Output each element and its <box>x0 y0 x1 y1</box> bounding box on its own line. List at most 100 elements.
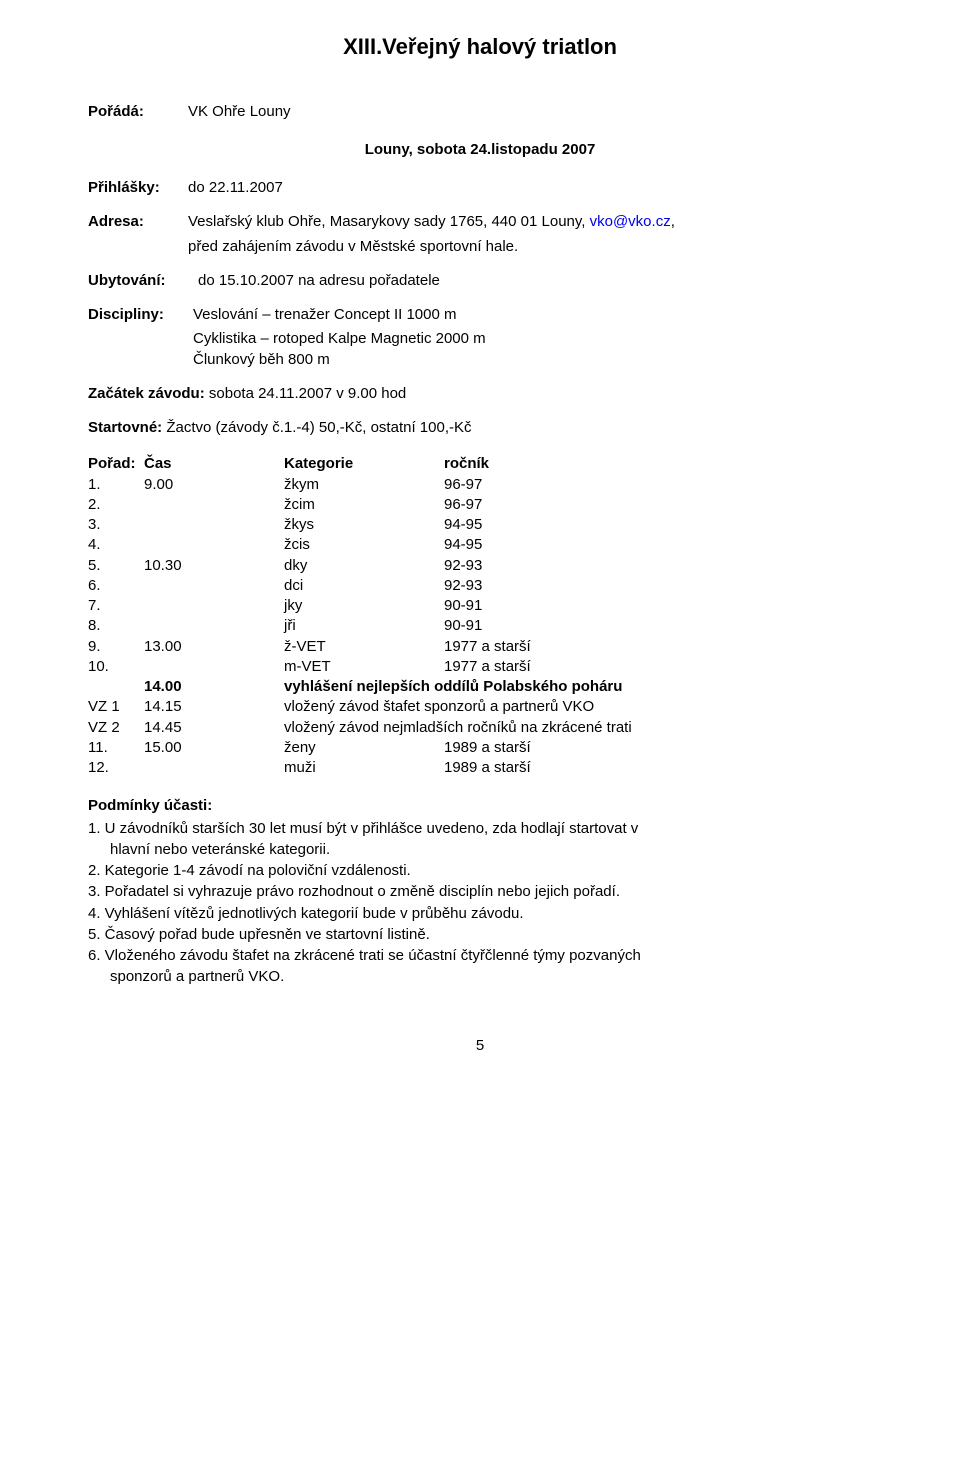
entries-value: do 22.11.2007 <box>188 178 872 198</box>
schedule-row: 1.9.00žkym96-97 <box>88 475 872 495</box>
sched-year: 92-93 <box>444 576 872 596</box>
sched-year: 96-97 <box>444 495 872 515</box>
sched-text: vložený závod nejmladších ročníků na zkr… <box>284 718 872 738</box>
sched-cat: žkys <box>284 515 444 535</box>
schedule-special-row: VZ 214.45vložený závod nejmladších roční… <box>88 718 872 738</box>
disciplines-line-0: Veslování – trenažer Concept II 1000 m <box>193 305 872 325</box>
sched-time: 13.00 <box>144 637 284 657</box>
sched-time <box>144 758 284 778</box>
sched-year: 94-95 <box>444 515 872 535</box>
address-block: Adresa: Veslařský klub Ohře, Masarykovy … <box>88 212 872 257</box>
schedule-row: 11.15.00ženy1989 a starší <box>88 738 872 758</box>
event-subtitle: Louny, sobota 24.listopadu 2007 <box>88 140 872 160</box>
fee-value: Žactvo (závody č.1.-4) 50,-Kč, ostatní 1… <box>162 419 471 436</box>
schedule-row: 2.žcim96-97 <box>88 495 872 515</box>
address-line1: Veslařský klub Ohře, Masarykovy sady 176… <box>188 212 872 232</box>
schedule-special-row: VZ 114.15vložený závod štafet sponzorů a… <box>88 697 872 717</box>
entries-label: Přihlášky: <box>88 178 188 198</box>
sched-cat: m-VET <box>284 657 444 677</box>
sched-num <box>88 677 144 697</box>
sched-year: 1977 a starší <box>444 637 872 657</box>
sched-year: 92-93 <box>444 556 872 576</box>
organizer-label: Pořádá: <box>88 102 188 122</box>
schedule-body: 1.9.00žkym96-972.žcim96-973. žkys94-95 4. ž… <box>88 475 872 779</box>
schedule-row: 4. žcis94-95 <box>88 535 872 555</box>
sched-num: 1. <box>88 475 144 495</box>
disciplines-line-2: Člunkový běh 800 m <box>88 350 872 370</box>
accommodation-label: Ubytování: <box>88 271 198 291</box>
sched-cat: muži <box>284 758 444 778</box>
sched-num: 6. <box>88 576 144 596</box>
sched-time <box>144 596 284 616</box>
hdr-porad: Pořad: <box>88 454 144 474</box>
address-text-post: , <box>671 213 675 230</box>
sched-cat: ž-VET <box>284 637 444 657</box>
sched-num: 3. <box>88 515 144 535</box>
sched-text: vyhlášení nejlepších oddílů Polabského p… <box>284 677 872 697</box>
disciplines-block: Discipliny: Veslování – trenažer Concept… <box>88 305 872 370</box>
sched-year: 1989 a starší <box>444 758 872 778</box>
sched-num: 5. <box>88 556 144 576</box>
sched-time <box>144 616 284 636</box>
sched-cat: žcis <box>284 535 444 555</box>
sched-year: 1989 a starší <box>444 738 872 758</box>
sched-cat: žcim <box>284 495 444 515</box>
sched-time: 10.30 <box>144 556 284 576</box>
accommodation-value: do 15.10.2007 na adresu pořadatele <box>198 271 872 291</box>
sched-time <box>144 495 284 515</box>
entries-row: Přihlášky: do 22.11.2007 <box>88 178 872 198</box>
start-value: sobota 24.11.2007 v 9.00 hod <box>205 385 407 402</box>
sched-year: 90-91 <box>444 616 872 636</box>
page-number: 5 <box>88 1036 872 1056</box>
sched-num: 9. <box>88 637 144 657</box>
sched-cat: dci <box>284 576 444 596</box>
schedule-row: 5.10.30dky92-93 <box>88 556 872 576</box>
sched-cat: jky <box>284 596 444 616</box>
sched-time: 14.15 <box>144 697 284 717</box>
sched-cat: dky <box>284 556 444 576</box>
sched-time <box>144 576 284 596</box>
sched-year: 96-97 <box>444 475 872 495</box>
sched-num: VZ 1 <box>88 697 144 717</box>
condition-item: 5. Časový pořad bude upřesněn ve startov… <box>88 925 872 945</box>
sched-cat: jři <box>284 616 444 636</box>
sched-num: 8. <box>88 616 144 636</box>
address-line2: před zahájením závodu v Městské sportovn… <box>88 237 872 257</box>
organizer-row: Pořádá: VK Ohře Louny <box>88 102 872 122</box>
conditions-title: Podmínky účasti: <box>88 796 872 816</box>
sched-year: 94-95 <box>444 535 872 555</box>
disciplines-label: Discipliny: <box>88 305 193 325</box>
accommodation-row: Ubytování: do 15.10.2007 na adresu pořad… <box>88 271 872 291</box>
sched-time: 9.00 <box>144 475 284 495</box>
schedule-row: 10. m-VET1977 a starší <box>88 657 872 677</box>
schedule-row: 12. muži1989 a starší <box>88 758 872 778</box>
condition-item: 2. Kategorie 1-4 závodí na poloviční vzd… <box>88 861 872 881</box>
start-label: Začátek závodu: <box>88 385 205 402</box>
sched-time: 14.45 <box>144 718 284 738</box>
disciplines-line-1: Cyklistika – rotoped Kalpe Magnetic 2000… <box>88 329 872 349</box>
sched-num: 4. <box>88 535 144 555</box>
sched-time <box>144 515 284 535</box>
condition-item: 6. Vloženého závodu štafet na zkrácené t… <box>88 946 872 966</box>
sched-time: 14.00 <box>144 677 284 697</box>
page-title: XIII.Veřejný halový triatlon <box>88 32 872 62</box>
condition-item-sub: hlavní nebo veteránské kategorii. <box>88 840 872 860</box>
sched-year: 1977 a starší <box>444 657 872 677</box>
schedule-row: 6. dci92-93 <box>88 576 872 596</box>
sched-num: 10. <box>88 657 144 677</box>
sched-cat: žkym <box>284 475 444 495</box>
fee-label: Startovné: <box>88 419 162 436</box>
condition-item: 1. U závodníků starších 30 let musí být … <box>88 819 872 839</box>
condition-item: 3. Pořadatel si vyhrazuje právo rozhodno… <box>88 882 872 902</box>
schedule-row: 8. jři90-91 <box>88 616 872 636</box>
organizer-value: VK Ohře Louny <box>188 102 872 122</box>
sched-year: 90-91 <box>444 596 872 616</box>
sched-time <box>144 657 284 677</box>
condition-item-sub: sponzorů a partnerů VKO. <box>88 967 872 987</box>
schedule-row: 7.jky90-91 <box>88 596 872 616</box>
address-text-pre: Veslařský klub Ohře, Masarykovy sady 176… <box>188 213 590 230</box>
sched-num: 12. <box>88 758 144 778</box>
sched-time: 15.00 <box>144 738 284 758</box>
email-link[interactable]: vko@vko.cz <box>590 213 671 230</box>
sched-time <box>144 535 284 555</box>
